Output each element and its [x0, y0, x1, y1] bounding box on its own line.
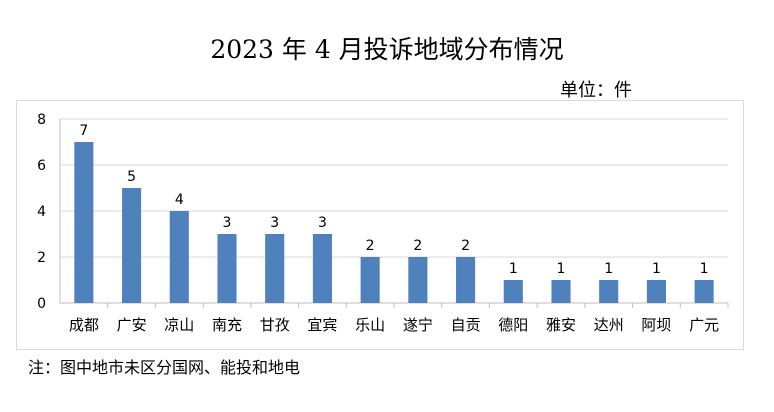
chart-title: 2023 年 4 月投诉地域分布情况 [210, 35, 564, 64]
bar [122, 188, 142, 303]
data-label: 1 [604, 261, 613, 277]
data-label: 2 [413, 238, 422, 254]
bar [360, 257, 380, 303]
bar [551, 280, 571, 303]
data-label: 5 [127, 169, 136, 185]
y-tick-label: 6 [37, 158, 46, 174]
bar [217, 234, 237, 303]
x-tick-label: 广元 [689, 316, 719, 334]
data-label: 4 [175, 192, 184, 208]
data-label: 2 [461, 238, 470, 254]
footnote: 注：图中地市未区分国网、能投和地电 [28, 358, 301, 377]
x-tick-label: 甘孜 [260, 316, 290, 334]
bar [408, 257, 428, 303]
data-label: 1 [557, 261, 566, 277]
bar [646, 280, 666, 303]
y-tick-label: 2 [37, 250, 46, 266]
y-tick-label: 4 [37, 204, 46, 220]
bar [312, 234, 332, 303]
data-label: 3 [270, 215, 279, 231]
unit-label: 单位：件 [560, 80, 632, 101]
x-tick-label: 达州 [594, 316, 624, 334]
data-label: 7 [79, 123, 88, 139]
x-tick-label: 成都 [69, 316, 99, 334]
x-tick-label: 阿坝 [641, 316, 671, 334]
x-tick-label: 自贡 [451, 316, 481, 334]
data-label: 1 [509, 261, 518, 277]
x-tick-label: 宜宾 [307, 316, 337, 334]
bar [694, 280, 714, 303]
y-tick-label: 8 [37, 112, 46, 128]
x-tick-label: 遂宁 [403, 316, 433, 334]
y-tick-label: 0 [37, 296, 46, 312]
data-label: 2 [366, 238, 375, 254]
chart-frame [16, 100, 744, 350]
data-label: 3 [318, 215, 327, 231]
x-tick-label: 雅安 [546, 316, 576, 334]
bar [74, 142, 94, 303]
bar [599, 280, 619, 303]
bar [169, 211, 189, 303]
x-tick-label: 广安 [117, 316, 147, 334]
data-label: 1 [652, 261, 661, 277]
bar [265, 234, 285, 303]
data-label: 1 [700, 261, 709, 277]
x-tick-label: 德阳 [498, 316, 528, 334]
bar [456, 257, 476, 303]
x-tick-label: 南充 [212, 316, 242, 334]
data-label: 3 [223, 215, 232, 231]
bar [503, 280, 523, 303]
x-tick-label: 乐山 [355, 316, 385, 334]
x-tick-label: 凉山 [164, 316, 194, 334]
